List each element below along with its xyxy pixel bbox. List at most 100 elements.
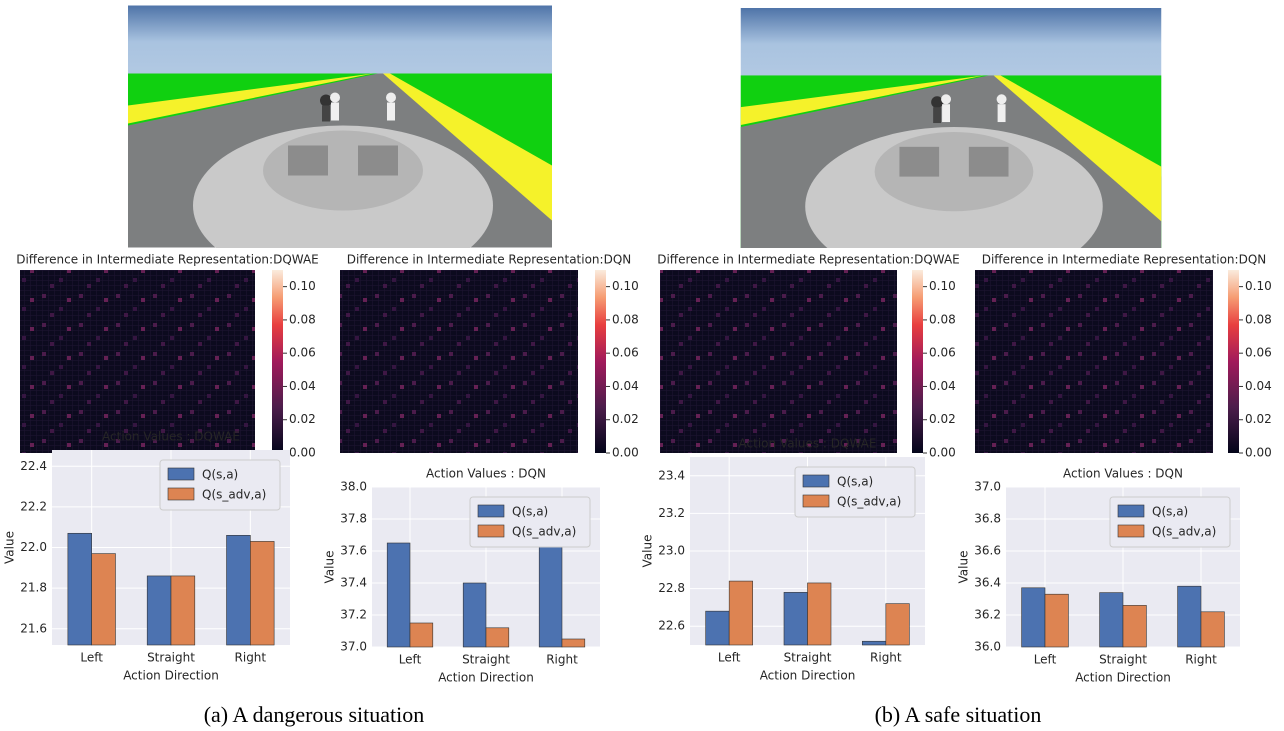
colorbar-tick-label: 0.10 [929, 279, 956, 293]
colorbar-tick-label: 0.00 [1245, 446, 1272, 460]
colorbar-tick-label: 0.02 [929, 412, 956, 426]
x-tick-label: Left [399, 653, 422, 667]
scene-image [128, 6, 552, 286]
y-tick-label: 21.8 [20, 581, 47, 595]
y-tick-label: 37.4 [340, 576, 367, 590]
bar [1045, 594, 1068, 647]
colorbar-tick-label: 0.04 [612, 379, 639, 393]
colorbar-tick-label: 0.08 [289, 312, 316, 326]
legend-label: Q(s_adv,a) [202, 488, 266, 502]
x-tick-label: Straight [147, 651, 195, 665]
bar [706, 611, 730, 645]
x-axis-label: Action Direction [760, 669, 856, 683]
bar [1201, 612, 1224, 647]
x-axis-label: Action Direction [1075, 671, 1171, 685]
colorbar [912, 270, 923, 453]
legend-swatch [803, 495, 829, 507]
bar [562, 639, 585, 647]
colorbar [272, 270, 283, 453]
x-tick-label: Straight [462, 653, 510, 667]
heatmap-texture [20, 270, 255, 453]
bar [1022, 588, 1045, 647]
y-tick-label: 22.8 [658, 581, 685, 595]
bar [784, 592, 808, 645]
legend-label: Q(s,a) [512, 505, 548, 519]
heatmap-title: Difference in Intermediate Representatio… [982, 253, 1267, 267]
legend-swatch [478, 525, 504, 537]
colorbar-tick-label: 0.08 [929, 312, 956, 326]
colorbar-tick-label: 0.06 [929, 346, 956, 360]
y-tick-label: 37.2 [340, 608, 367, 622]
x-tick-label: Left [80, 651, 103, 665]
colorbar-tick-label: 0.04 [289, 379, 316, 393]
y-axis-label: Value [3, 531, 17, 564]
bar [862, 641, 886, 645]
bar [886, 604, 910, 645]
colorbar-tick-label: 0.10 [612, 279, 639, 293]
y-tick-label: 22.4 [20, 459, 47, 473]
y-tick-label: 23.4 [658, 468, 685, 482]
bar [250, 541, 274, 645]
figure: (a) A dangerous situation (b) A safe sit… [0, 0, 1284, 731]
bar [147, 576, 171, 645]
legend-swatch [1118, 525, 1144, 537]
chart-title: Action Values : DQN [426, 467, 546, 481]
legend-swatch [803, 475, 829, 487]
y-tick-label: 36.6 [974, 544, 1001, 558]
y-tick-label: 36.2 [974, 608, 1001, 622]
x-tick-label: Right [1185, 653, 1217, 667]
y-axis-label: Value [641, 535, 655, 568]
bar [1100, 593, 1123, 647]
y-tick-label: 23.2 [658, 506, 685, 520]
chart-title: Action Values : DQWAE [739, 437, 877, 451]
x-tick-label: Right [546, 653, 578, 667]
bar [227, 535, 251, 645]
x-axis-label: Action Direction [438, 671, 534, 685]
y-tick-label: 21.6 [20, 621, 47, 635]
y-tick-label: 36.0 [974, 640, 1001, 654]
y-tick-label: 37.8 [340, 512, 367, 526]
x-tick-label: Straight [1099, 653, 1147, 667]
y-tick-label: 36.4 [974, 576, 1001, 590]
y-tick-label: 22.0 [20, 540, 47, 554]
bar [68, 533, 92, 645]
colorbar-tick-label: 0.04 [929, 379, 956, 393]
y-axis-label: Value [957, 551, 971, 584]
x-tick-label: Left [1034, 653, 1057, 667]
x-axis-label: Action Direction [123, 669, 219, 683]
bar [808, 583, 832, 645]
x-tick-label: Right [870, 651, 902, 665]
heatmap-title: Difference in Intermediate Representatio… [347, 253, 632, 267]
colorbar-tick-label: 0.02 [612, 412, 639, 426]
scene-image [741, 8, 1161, 286]
y-axis-label: Value [323, 551, 337, 584]
colorbar-tick-label: 0.10 [289, 279, 316, 293]
heatmap-texture [660, 270, 897, 453]
caption: (b) A safe situation [875, 702, 1042, 727]
y-tick-label: 37.0 [340, 640, 367, 654]
colorbar [595, 270, 606, 453]
legend-label: Q(s,a) [202, 468, 238, 482]
y-tick-label: 23.0 [658, 544, 685, 558]
bar [92, 554, 116, 645]
colorbar-tick-label: 0.04 [1245, 379, 1272, 393]
colorbar-tick-label: 0.02 [289, 412, 316, 426]
legend-swatch [1118, 505, 1144, 517]
colorbar-tick-label: 0.08 [612, 312, 639, 326]
bar [486, 628, 509, 647]
y-tick-label: 22.6 [658, 619, 685, 633]
bar [729, 581, 753, 645]
colorbar-tick-label: 0.00 [612, 446, 639, 460]
heatmap-texture [340, 270, 578, 453]
legend-label: Q(s_adv,a) [512, 525, 576, 539]
legend-label: Q(s,a) [837, 475, 873, 489]
heatmap-title: Difference in Intermediate Representatio… [657, 253, 960, 267]
legend-swatch [478, 505, 504, 517]
legend-label: Q(s,a) [1152, 505, 1188, 519]
bar [171, 576, 195, 645]
bar [1178, 586, 1201, 647]
legend-label: Q(s_adv,a) [837, 495, 901, 509]
y-tick-label: 22.2 [20, 499, 47, 513]
legend-label: Q(s_adv,a) [1152, 525, 1216, 539]
x-tick-label: Left [718, 651, 741, 665]
